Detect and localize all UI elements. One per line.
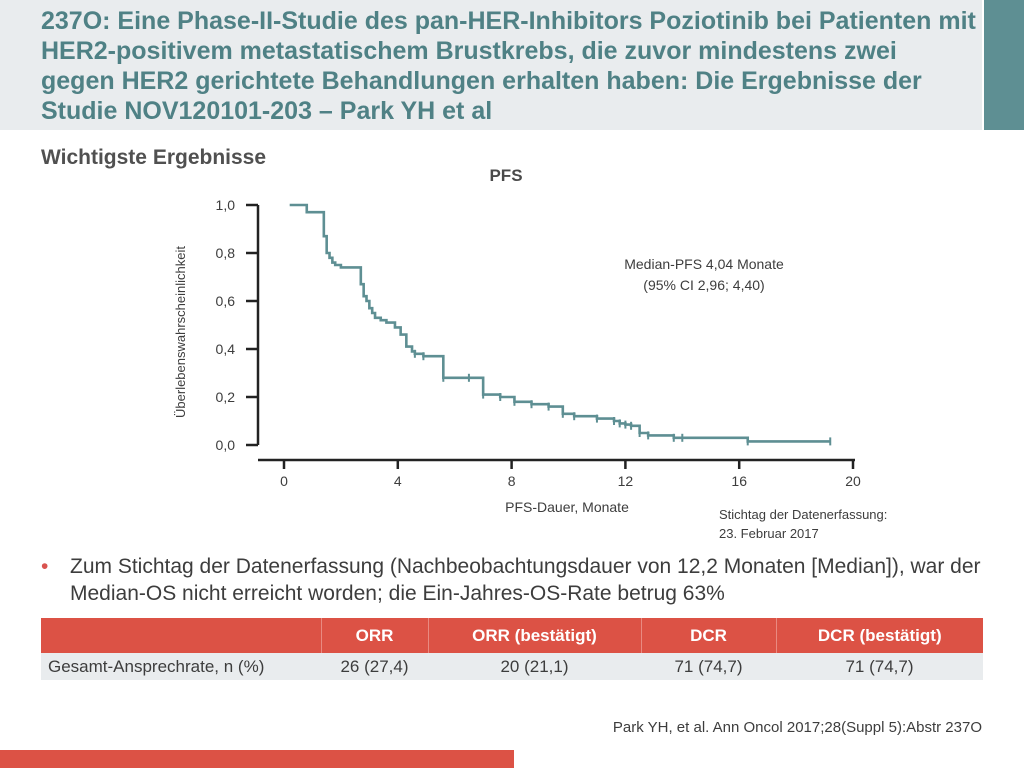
column-header-dcr-confirmed: DCR (bestätigt): [776, 618, 983, 653]
cell-orr-confirmed: 20 (21,1): [428, 653, 641, 680]
x-tick-label: 20: [845, 473, 861, 489]
column-header-dcr: DCR: [641, 618, 777, 653]
data-cutoff-date-annotation: 23. Februar 2017: [719, 526, 819, 541]
response-rate-table: ORR ORR (bestätigt) DCR DCR (bestätigt) …: [41, 618, 983, 680]
cell-orr: 26 (27,4): [321, 653, 428, 680]
table-row: Gesamt-Ansprechrate, n (%) 26 (27,4) 20 …: [41, 653, 983, 680]
pfs-kaplan-meier-chart: PFS 0,0 0,2 0,4 0,6 0,8 1,0 0 4 8 12 16 20 Überleb…: [173, 166, 887, 541]
table-header-row: ORR ORR (bestätigt) DCR DCR (bestätigt): [41, 618, 983, 653]
bullet-marker: •: [41, 555, 49, 578]
section-subtitle: Wichtigste Ergebnisse: [41, 146, 267, 169]
column-header-orr: ORR: [321, 618, 429, 653]
x-tick-label: 4: [394, 473, 402, 489]
x-tick-label: 12: [618, 473, 634, 489]
y-tick-label: 0,2: [216, 389, 236, 405]
y-tick-label: 1,0: [216, 197, 236, 213]
column-header-orr-confirmed: ORR (bestätigt): [428, 618, 642, 653]
y-tick-label: 0,0: [216, 437, 236, 453]
x-tick-label: 8: [508, 473, 516, 489]
cell-dcr: 71 (74,7): [641, 653, 776, 680]
km-survival-curve: [289, 203, 831, 443]
row-label-overall-response: Gesamt-Ansprechrate, n (%): [41, 653, 321, 680]
y-axis-label: Überlebenswahrscheinlichkeit: [173, 246, 188, 418]
footer-accent-bar: [0, 750, 514, 768]
chart-title: PFS: [489, 166, 522, 185]
title-accent-bar: [984, 0, 1024, 130]
cell-dcr-confirmed: 71 (74,7): [776, 653, 983, 680]
bullet-text: Zum Stichtag der Datenerfassung (Nachbeo…: [70, 555, 981, 605]
y-tick-label: 0,8: [216, 245, 236, 261]
x-axis-label: PFS-Dauer, Monate: [505, 499, 629, 515]
y-tick-label: 0,6: [216, 293, 236, 309]
data-cutoff-annotation: Stichtag der Datenerfassung:: [719, 507, 887, 522]
median-pfs-annotation: Median-PFS 4,04 Monate: [624, 256, 784, 272]
median-pfs-ci-annotation: (95% CI 2,96; 4,40): [643, 277, 764, 293]
y-tick-label: 0,4: [216, 341, 236, 357]
slide-title: 237O: Eine Phase-II-Studie des pan-HER-I…: [41, 7, 976, 125]
x-tick-label: 0: [280, 473, 288, 489]
table-header-corner: [41, 618, 322, 653]
title-banner: [0, 0, 982, 130]
citation: Park YH, et al. Ann Oncol 2017;28(Suppl …: [612, 719, 982, 736]
x-tick-label: 16: [731, 473, 747, 489]
os-bullet-point: • Zum Stichtag der Datenerfassung (Nachb…: [41, 553, 991, 607]
